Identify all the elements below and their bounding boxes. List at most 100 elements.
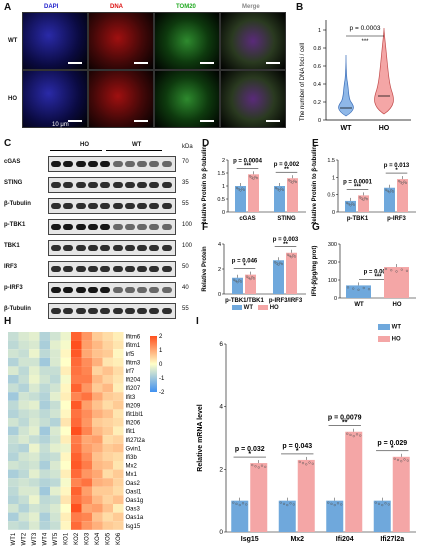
heat-cell bbox=[29, 366, 40, 375]
heat-cell bbox=[39, 495, 50, 504]
heat-cell bbox=[18, 349, 29, 358]
blot-band bbox=[51, 161, 61, 167]
blot-band bbox=[137, 245, 148, 251]
chart-D-bar-0-0 bbox=[235, 186, 246, 212]
chart-D-ytick-label: 1 bbox=[222, 184, 225, 190]
heat-cell bbox=[71, 461, 82, 470]
chart-I-pvalue: p = 0.0079 bbox=[328, 415, 362, 422]
chart-I-stars: * bbox=[391, 445, 394, 452]
chart-E-dot bbox=[390, 189, 393, 192]
chart-F-dot bbox=[275, 262, 278, 265]
blot-band bbox=[51, 287, 61, 293]
blot-label-5: IRF3 bbox=[4, 264, 18, 270]
chart-D-dot bbox=[235, 186, 239, 190]
heat-col-label: WT2 bbox=[22, 532, 28, 545]
heat-cell bbox=[113, 486, 124, 496]
blot-band bbox=[75, 224, 86, 230]
blot-band bbox=[87, 308, 98, 314]
chart-F-bar-1-0 bbox=[273, 260, 284, 294]
heat-row-label: Oas2 bbox=[126, 481, 141, 487]
blot-strip-4 bbox=[48, 240, 176, 256]
panel-label-a: A bbox=[4, 2, 12, 13]
chart-E-dot bbox=[365, 198, 369, 201]
heat-cell bbox=[29, 461, 40, 470]
heat-col-label: WT4 bbox=[43, 532, 49, 545]
blot-band bbox=[100, 161, 111, 167]
scale-bar bbox=[266, 120, 280, 122]
blot-band bbox=[161, 224, 172, 230]
heat-cell bbox=[71, 443, 82, 453]
heat-cell bbox=[102, 366, 113, 375]
chart-E-ytick-label: 1 bbox=[332, 175, 335, 181]
chart-D-dot bbox=[252, 177, 255, 180]
chart-G-ytick-label: 200 bbox=[328, 260, 337, 266]
chart-g: IFN-β(pg/mg prot) 0 100 200 300 p = 0.0002***… bbox=[312, 242, 416, 308]
heat-cell bbox=[102, 461, 113, 470]
chart-D-xlabel-0: cGAS bbox=[239, 216, 255, 222]
chart-G-dot bbox=[367, 288, 371, 291]
chart-D-stars: *** bbox=[244, 163, 252, 169]
heat-cell bbox=[39, 340, 50, 350]
heat-row-label: Isg15 bbox=[126, 524, 141, 530]
legend-i-ho-swatch bbox=[378, 335, 390, 342]
chart-I-dot bbox=[254, 465, 257, 468]
chart-D-dot bbox=[287, 179, 291, 182]
chart-I-dot bbox=[286, 503, 289, 507]
scale-bar-label: 10 μm bbox=[52, 122, 69, 128]
chart-G-dot bbox=[395, 270, 398, 273]
heat-cell bbox=[71, 452, 82, 461]
heat-cell bbox=[81, 340, 92, 350]
blot-band bbox=[112, 245, 123, 251]
chart-I-dot bbox=[349, 433, 352, 437]
chart-D-dot bbox=[278, 189, 281, 192]
violin-xlabel-ho: HO bbox=[379, 125, 390, 132]
heat-cell bbox=[50, 409, 61, 418]
chart-G-dot bbox=[357, 288, 360, 291]
micro-tile-tom20-ho bbox=[154, 70, 220, 128]
legend-ho-label: HO bbox=[269, 305, 279, 312]
heat-cell bbox=[92, 435, 103, 444]
heat-cell bbox=[39, 469, 50, 479]
blot-band bbox=[100, 245, 111, 251]
chart-E-xlabel-0: p-TBK1 bbox=[347, 216, 369, 222]
blot-band bbox=[63, 287, 74, 293]
heat-cell bbox=[81, 418, 92, 427]
heat-cell bbox=[60, 383, 71, 393]
heat-cell bbox=[50, 400, 61, 410]
heat-cell bbox=[8, 426, 19, 436]
heat-cell bbox=[29, 375, 40, 384]
blot-kda-4: 100 bbox=[182, 243, 193, 249]
heat-cell bbox=[8, 435, 19, 444]
blot-label-6: p-IRF3 bbox=[4, 285, 23, 291]
blot-band bbox=[124, 287, 135, 293]
blot-band bbox=[137, 224, 148, 230]
heat-cell bbox=[8, 504, 19, 513]
heat-cell bbox=[18, 504, 29, 513]
chart-F-pvalue: p = 0.003 bbox=[273, 237, 299, 243]
heat-cell bbox=[81, 478, 92, 487]
chart-E-dot bbox=[386, 189, 389, 193]
heat-color-scale bbox=[150, 336, 157, 392]
row-label-wt: WT bbox=[8, 38, 18, 44]
chart-I-dot bbox=[305, 463, 308, 466]
heat-cell bbox=[113, 332, 124, 341]
blot-band bbox=[51, 203, 61, 209]
micro-tile-dna-ho bbox=[88, 70, 154, 128]
blot-band bbox=[87, 203, 98, 209]
chart-E-ytick-label: 0.5 bbox=[327, 193, 335, 199]
chart-I-bar-2-0 bbox=[326, 500, 344, 532]
heat-cell bbox=[71, 366, 82, 375]
chart-I-dot bbox=[279, 501, 282, 504]
blot-band bbox=[124, 224, 135, 230]
heat-cell bbox=[18, 478, 29, 487]
heat-cell bbox=[71, 435, 82, 444]
blot-group-ho: HO bbox=[80, 142, 89, 148]
heat-cell bbox=[8, 340, 19, 350]
blot-kda-7: 55 bbox=[182, 306, 189, 312]
chart-I-dot bbox=[292, 503, 295, 506]
heat-cell bbox=[18, 452, 29, 461]
heat-cell bbox=[18, 443, 29, 453]
heat-cell bbox=[29, 409, 40, 418]
heat-cell bbox=[8, 486, 19, 496]
heat-cell bbox=[39, 418, 50, 427]
